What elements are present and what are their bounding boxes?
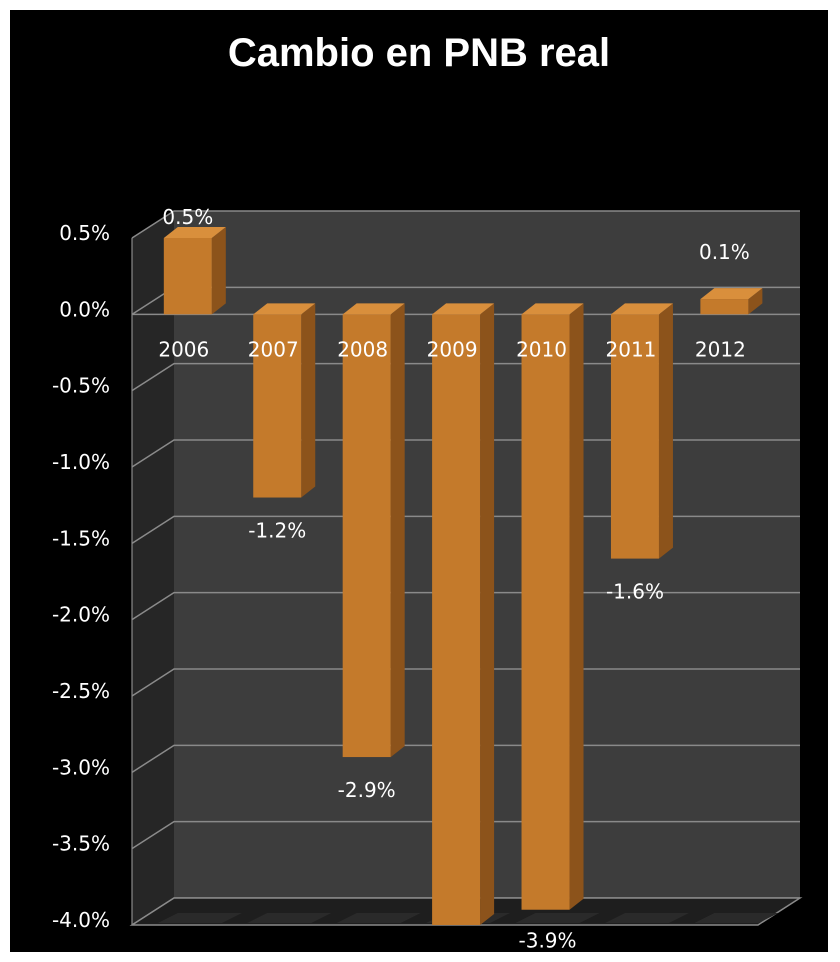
bar-top: [163, 227, 226, 238]
bar: [163, 227, 226, 315]
x-tick-label: 2010: [516, 337, 567, 361]
bar: [342, 303, 405, 758]
data-label: 0.1%: [699, 240, 750, 264]
chart-frame: 0.5% 0.0% -0.5% -1.0% -1.5% -2.0% -2.5% -3.0% -3…: [10, 10, 828, 952]
bar-chart: 0.5% 0.0% -0.5% -1.0% -1.5% -2.0% -2.5% -3.0% -3…: [52, 31, 803, 952]
floor-tile: [694, 913, 779, 923]
bar-side: [748, 288, 763, 315]
gridline: [131, 591, 800, 621]
bar-side: [658, 303, 673, 559]
data-label: -1.2%: [248, 519, 306, 543]
bar: [253, 303, 316, 498]
gridline: [131, 820, 800, 850]
bar-side: [211, 227, 226, 315]
floor-tile: [336, 913, 421, 923]
y-tick-label: -2.5%: [52, 679, 110, 703]
bar: [521, 303, 584, 910]
chart-title: Cambio en PNB real: [228, 31, 610, 75]
gridline: [131, 515, 800, 544]
y-tick-label: -4.0%: [52, 908, 110, 932]
bar-front: [163, 238, 212, 315]
side-wall: [132, 211, 174, 925]
gridline: [131, 210, 800, 239]
floor-tile: [247, 913, 332, 923]
gridline: [131, 668, 800, 697]
y-tick-label: -3.5%: [52, 832, 110, 856]
x-tick-label: 2006: [158, 337, 209, 361]
bar-side: [480, 303, 495, 925]
bar-front: [253, 314, 302, 498]
bar-top: [253, 303, 316, 315]
bar-front: [521, 314, 570, 910]
y-tick-label: -1.5%: [52, 526, 110, 550]
x-tick-label: 2012: [695, 337, 746, 361]
x-tick-label: 2008: [337, 337, 388, 361]
bars: [163, 227, 763, 925]
bar-front: [610, 314, 659, 559]
data-label: 0.5%: [162, 205, 213, 229]
data-labels: 0.5%-1.2%-2.9%-4.0%-3.9%-1.6%0.1%: [162, 205, 749, 952]
x-tick-label: 2009: [427, 337, 478, 361]
y-tick-label: -0.5%: [52, 374, 110, 398]
bar-top: [610, 303, 673, 315]
x-tick-label: 2007: [248, 337, 299, 361]
floor-tile: [157, 913, 242, 923]
bar: [610, 303, 673, 559]
bar-side: [301, 303, 316, 498]
bar-front: [700, 299, 749, 315]
data-label: -1.6%: [606, 580, 664, 604]
bar-top: [432, 303, 495, 315]
gridline: [131, 362, 800, 392]
y-tick-label: -2.0%: [52, 603, 110, 627]
bar-front: [432, 314, 481, 925]
bar: [700, 288, 763, 315]
floor-tile: [515, 913, 600, 923]
bar-side: [569, 303, 584, 910]
y-tick-label: -3.0%: [52, 755, 110, 779]
bar-top: [521, 303, 584, 315]
bar-top: [700, 288, 763, 300]
data-label: -3.9%: [519, 929, 577, 952]
floor-tile: [604, 913, 689, 923]
x-axis-ticks: 2006 2007 2008 2009 2010 2011 2012: [158, 337, 745, 361]
gridline: [131, 744, 800, 773]
bar: [432, 303, 495, 925]
y-tick-label: 0.5%: [59, 221, 110, 245]
y-tick-label: 0.0%: [59, 297, 110, 321]
x-tick-label: 2011: [606, 337, 657, 361]
data-label: -2.9%: [338, 778, 396, 802]
y-axis-ticks: 0.5% 0.0% -0.5% -1.0% -1.5% -2.0% -2.5% -3.0% -3…: [52, 221, 110, 932]
bar-side: [390, 303, 405, 758]
bar-front: [342, 314, 391, 758]
bar-top: [342, 303, 405, 315]
y-tick-label: -1.0%: [52, 450, 110, 474]
gridline: [131, 439, 800, 468]
